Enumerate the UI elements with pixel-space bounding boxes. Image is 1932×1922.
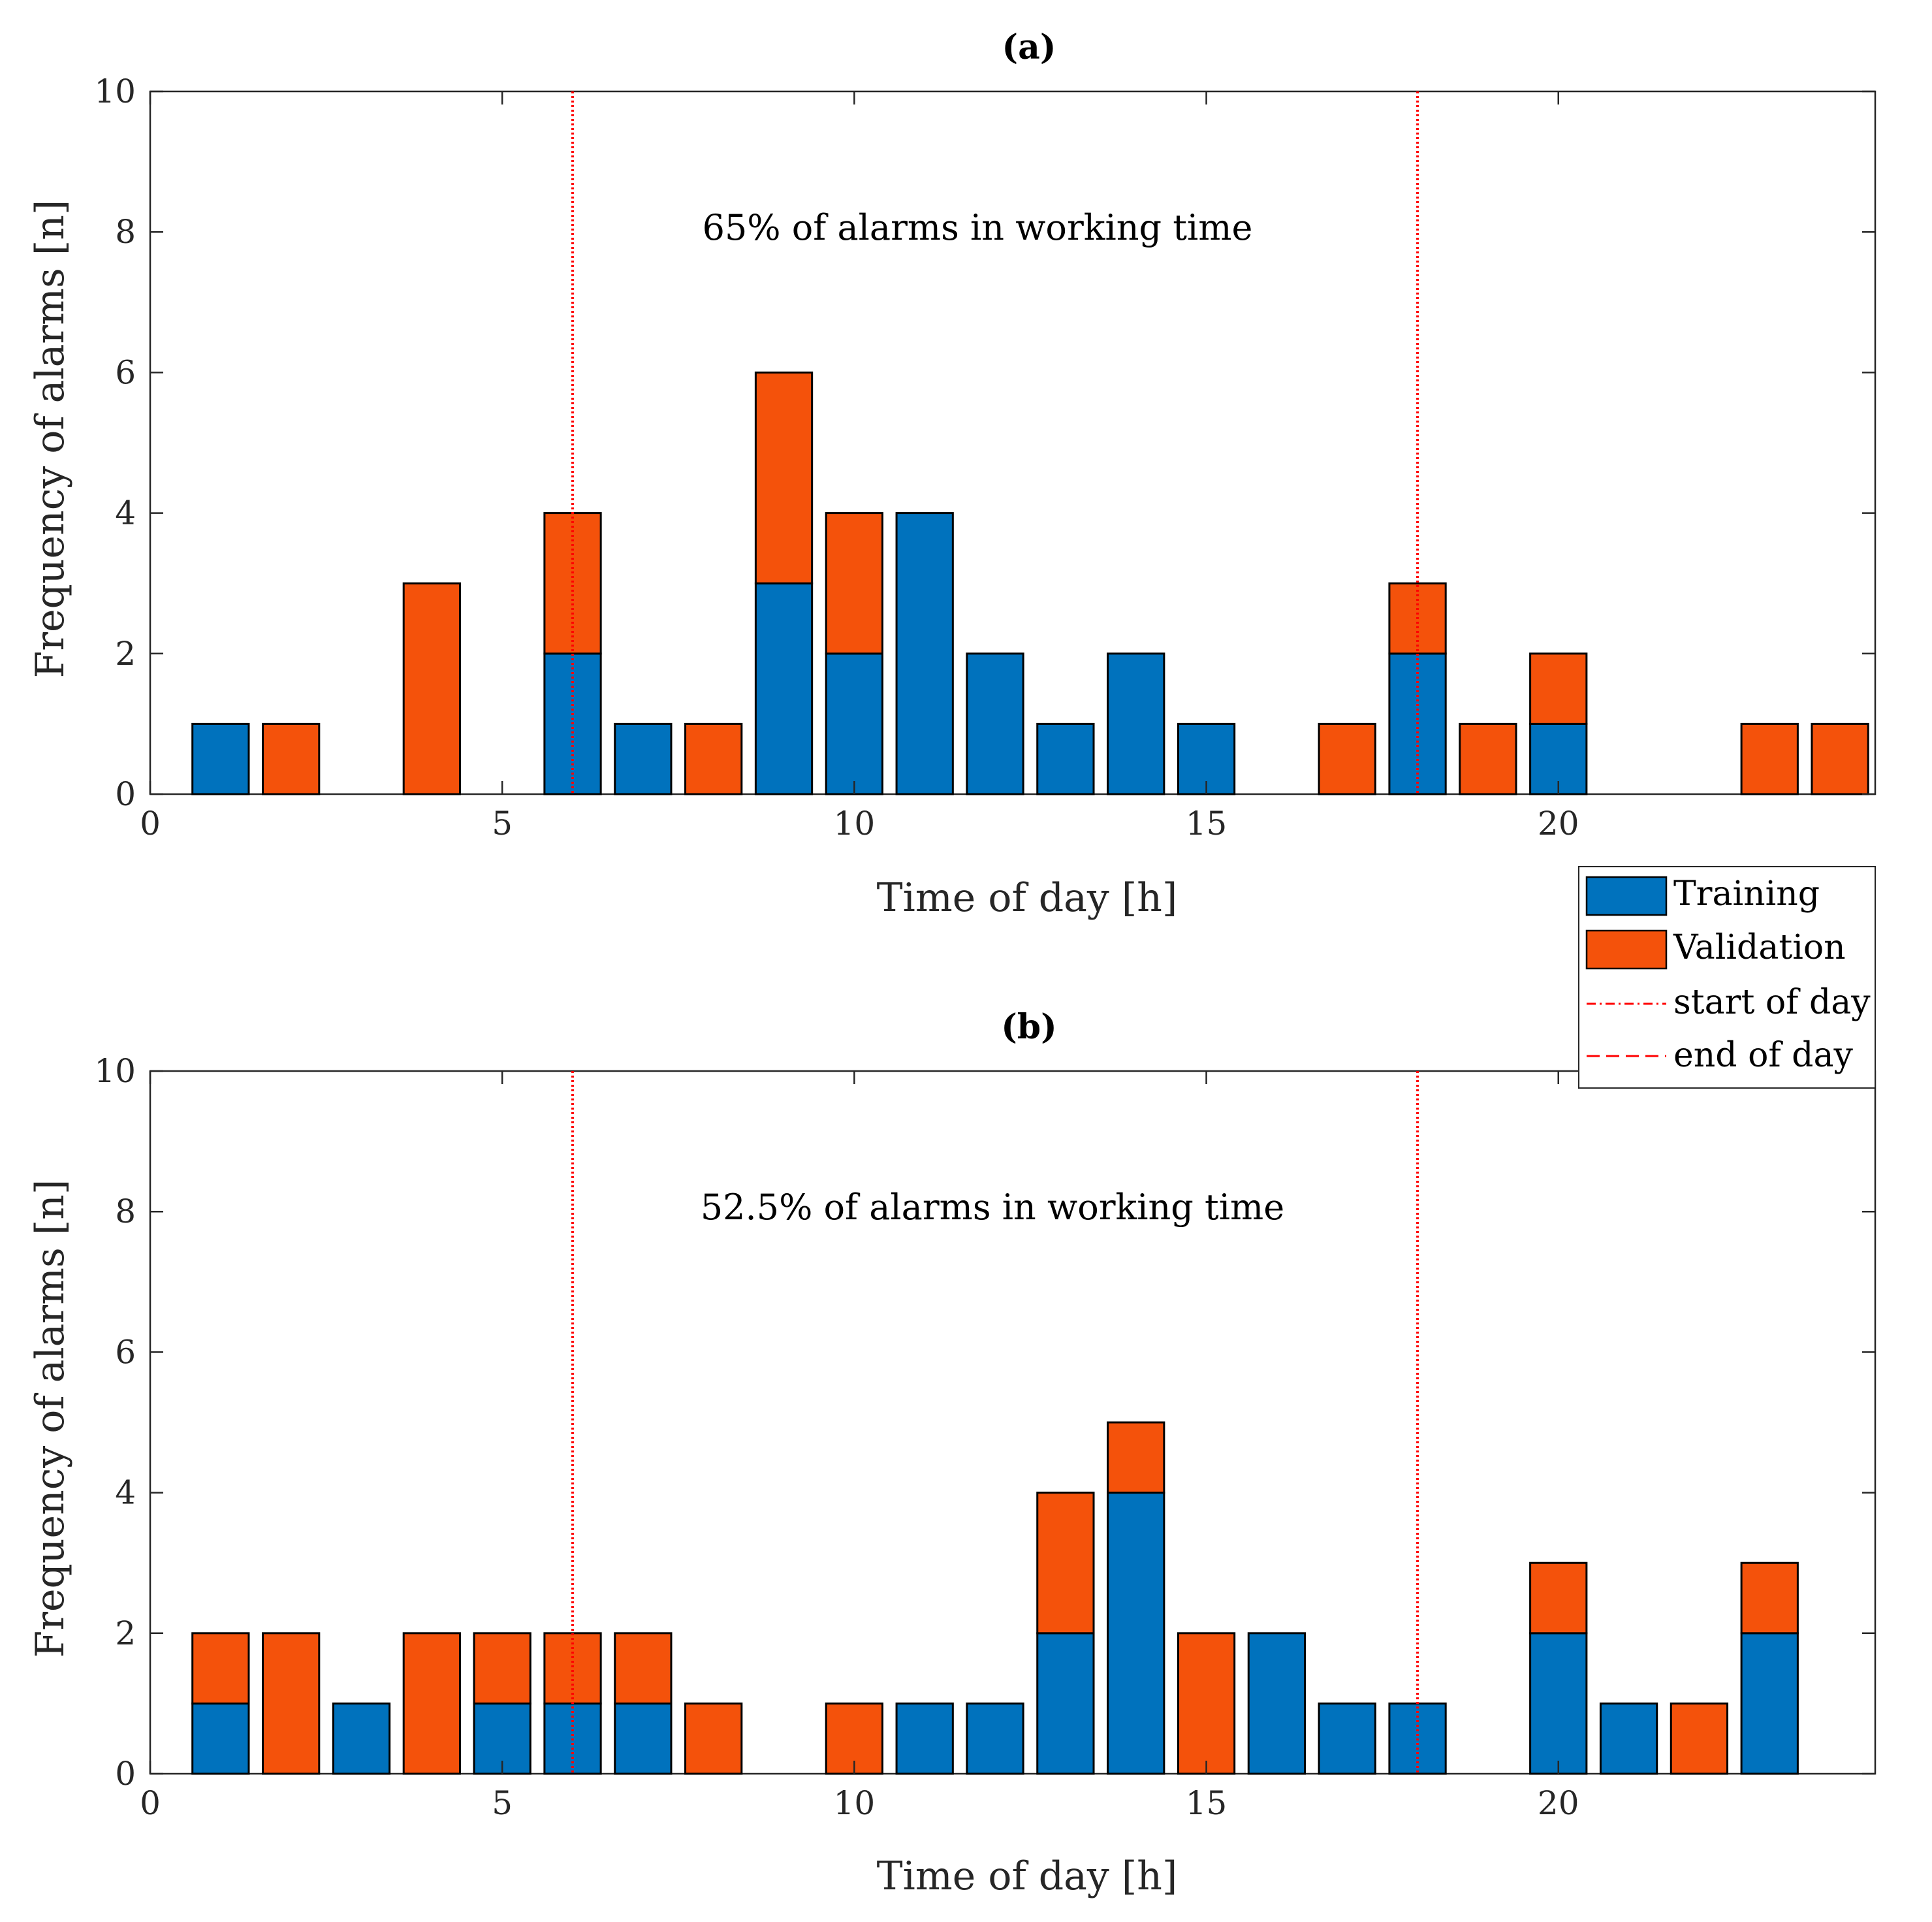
panel-title: (a) (1002, 27, 1056, 67)
panel-title: (b) (1001, 1007, 1057, 1047)
y-tick-label: 6 (115, 1333, 136, 1371)
legend-label-training: Training (1673, 874, 1820, 914)
y-tick-label: 2 (115, 1614, 136, 1652)
plot-area: 0 5 10 15 20 0 2 4 6 8 10 (94, 72, 1877, 842)
bar-training-16 (1247, 1632, 1306, 1775)
x-axis-label: Time of day [h] (877, 875, 1178, 921)
annotation: 65% of alarms in working time (703, 207, 1253, 248)
bar-validation-2 (262, 1632, 321, 1775)
bar-training-9 (754, 582, 814, 795)
y-tick-label: 10 (94, 72, 136, 110)
y-tick-label: 4 (115, 1474, 136, 1512)
ticks: 0 5 10 15 20 0 2 4 6 8 10 (94, 1052, 1875, 1822)
y-tick-label: 10 (94, 1052, 136, 1090)
x-tick-label: 0 (140, 1784, 161, 1822)
ticks: 0 5 10 15 20 0 2 4 6 8 10 (94, 72, 1875, 842)
legend-label-end-of-day: end of day (1673, 1036, 1853, 1075)
bar-validation-6 (543, 1632, 602, 1705)
bar-training-1 (191, 1702, 250, 1775)
x-tick-label: 5 (492, 805, 513, 842)
bar-validation-10 (825, 512, 884, 655)
bars (191, 371, 1869, 795)
bar-training-3 (332, 1702, 391, 1775)
bar-training-7 (614, 1702, 673, 1775)
x-axis-label: Time of day [h] (877, 1853, 1178, 1899)
panel-a: 0 5 10 15 20 0 2 4 6 8 10 (a) 65% of alarms in wor… (27, 27, 1877, 921)
bar-validation-5 (473, 1632, 531, 1705)
bar-validation-4 (402, 1632, 461, 1775)
annotation: 52.5% of alarms in working time (701, 1187, 1284, 1228)
x-tick-label: 5 (492, 1784, 513, 1822)
bar-validation-9 (754, 371, 814, 585)
bar-training-20 (1529, 1632, 1588, 1775)
bar-training-13 (1036, 1632, 1095, 1775)
bar-validation-17 (1318, 722, 1376, 795)
bar-validation-24 (1811, 722, 1869, 795)
bar-validation-15 (1177, 1632, 1236, 1775)
bar-validation-2 (262, 722, 321, 795)
y-tick-label: 6 (115, 353, 136, 391)
bar-training-14 (1107, 1492, 1165, 1775)
bar-training-12 (966, 1702, 1024, 1775)
legend-label-validation: Validation (1673, 928, 1846, 967)
bar-validation-20 (1529, 652, 1588, 725)
bar-training-21 (1599, 1702, 1658, 1775)
plot-area: 0 5 10 15 20 0 2 4 6 8 10 (94, 1052, 1877, 1822)
bar-training-13 (1036, 722, 1095, 795)
panel-b: 0 5 10 15 20 0 2 4 6 8 10 (b) 52.5% of alarms in w… (27, 1007, 1877, 1899)
y-tick-label: 2 (115, 635, 136, 673)
bar-validation-8 (684, 722, 743, 795)
bar-validation-22 (1670, 1702, 1729, 1775)
x-tick-label: 0 (140, 805, 161, 842)
x-tick-label: 20 (1538, 805, 1579, 842)
legend: Training Validation start of day end of … (1578, 866, 1876, 1089)
bar-validation-8 (684, 1702, 743, 1775)
x-tick-label: 15 (1186, 805, 1227, 842)
bar-training-23 (1740, 1632, 1799, 1775)
bar-validation-23 (1740, 722, 1799, 795)
bar-validation-19 (1459, 722, 1517, 795)
y-tick-label: 0 (115, 775, 136, 813)
legend-swatch-training (1585, 876, 1668, 916)
bar-training-11 (895, 1702, 954, 1775)
bars (191, 1421, 1799, 1775)
y-tick-label: 8 (115, 1193, 136, 1230)
bar-validation-23 (1740, 1562, 1799, 1635)
legend-swatch-validation (1585, 929, 1668, 970)
bar-validation-20 (1529, 1562, 1588, 1635)
bar-training-17 (1318, 1702, 1376, 1775)
bar-validation-1 (191, 1632, 250, 1705)
bar-training-12 (966, 652, 1024, 795)
x-tick-label: 10 (834, 1784, 876, 1822)
bar-validation-4 (402, 582, 461, 795)
y-tick-label: 0 (115, 1755, 136, 1793)
y-axis-label: Frequency of alarms [n] (27, 200, 73, 679)
bar-training-11 (895, 512, 954, 795)
x-tick-label: 15 (1186, 1784, 1227, 1822)
bar-training-10 (825, 652, 884, 795)
y-tick-label: 4 (115, 494, 136, 532)
x-tick-label: 20 (1538, 1784, 1579, 1822)
bar-training-1 (191, 722, 250, 795)
bar-validation-13 (1036, 1492, 1095, 1635)
x-tick-label: 10 (834, 805, 876, 842)
bar-training-7 (614, 722, 673, 795)
y-tick-label: 8 (115, 213, 136, 251)
bar-training-14 (1107, 652, 1165, 795)
legend-label-start-of-day: start of day (1673, 983, 1871, 1022)
bar-validation-14 (1107, 1421, 1165, 1494)
y-axis-label: Frequency of alarms [n] (27, 1179, 73, 1658)
bar-validation-7 (614, 1632, 673, 1705)
